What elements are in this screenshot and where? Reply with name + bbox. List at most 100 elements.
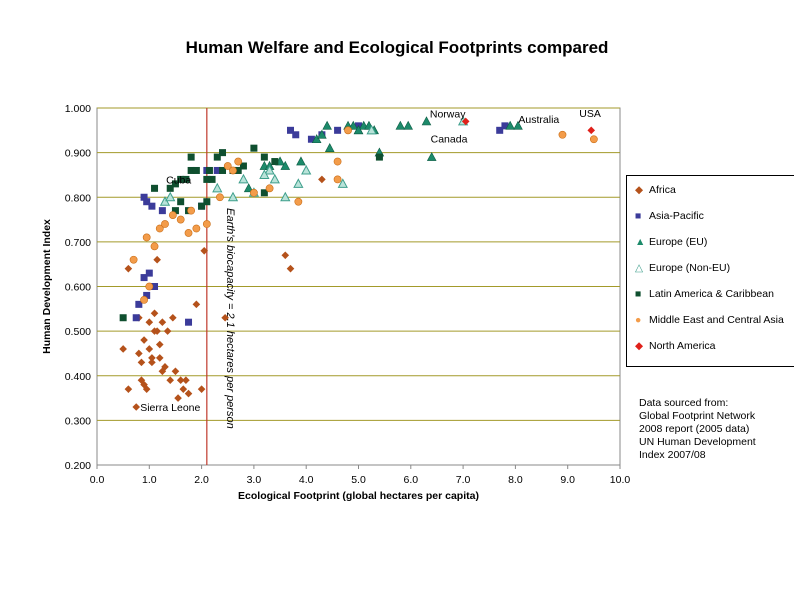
data-point-middle-east-and-central-asia <box>229 166 237 175</box>
source-line: Index 2007/08 <box>639 449 706 461</box>
data-point-europe-non-eu- <box>366 124 377 135</box>
data-point-africa <box>184 389 193 398</box>
data-point-africa <box>286 264 295 273</box>
legend-label: Latin America & Caribbean <box>649 288 774 300</box>
data-point-asia-pacific <box>334 126 342 134</box>
data-point-middle-east-and-central-asia <box>155 224 164 233</box>
data-point-asia-pacific <box>292 131 300 139</box>
data-point-middle-east-and-central-asia <box>168 211 177 219</box>
data-point-latin-america-caribbean <box>187 153 195 161</box>
y-tick-label: 0.700 <box>65 237 91 249</box>
annotation-label: Australia <box>518 114 559 126</box>
data-point-africa <box>153 327 161 335</box>
data-point-europe-eu- <box>353 125 364 135</box>
data-point-africa <box>182 376 190 385</box>
legend-marker-europe-eu: ▲ <box>635 236 646 248</box>
data-point-europe-eu- <box>324 143 335 152</box>
legend-marker-latin-america: ■ <box>635 288 642 300</box>
data-point-africa <box>145 345 154 353</box>
data-point-europe-eu- <box>243 183 254 193</box>
x-tick-label: 0.0 <box>90 474 105 486</box>
data-point-middle-east-and-central-asia <box>344 126 352 135</box>
data-point-asia-pacific <box>501 122 509 130</box>
data-point-africa <box>119 345 127 353</box>
data-point-europe-eu- <box>296 156 306 166</box>
data-point-africa <box>197 385 206 393</box>
data-point-middle-east-and-central-asia <box>192 224 201 233</box>
data-point-europe-non-eu- <box>301 164 312 175</box>
legend: ◆ Africa ■ Asia-Pacific ▲ Europe (EU) △ Euro… <box>626 175 794 367</box>
data-point-europe-eu- <box>403 120 413 130</box>
legend-item-europe-non-eu: △ Europe (Non-EU) <box>635 262 730 274</box>
annotation-label: Cuba <box>166 174 191 186</box>
data-point-latin-america-caribbean <box>203 198 211 206</box>
legend-marker-north-america: ◆ <box>635 340 644 352</box>
data-point-latin-america-caribbean <box>171 207 179 215</box>
data-point-africa <box>192 300 201 309</box>
legend-label: Asia-Pacific <box>649 210 704 222</box>
data-point-latin-america-caribbean <box>182 175 190 183</box>
data-point-north-america <box>587 126 596 135</box>
data-point-latin-america-caribbean <box>119 314 127 322</box>
data-point-latin-america-caribbean <box>187 166 195 174</box>
data-point-europe-eu- <box>311 134 322 144</box>
data-point-europe-non-eu- <box>165 191 176 202</box>
x-tick-label: 4.0 <box>299 474 314 486</box>
data-point-europe-eu- <box>421 116 432 126</box>
data-point-europe-non-eu- <box>337 178 348 188</box>
data-point-latin-america-caribbean <box>375 153 383 161</box>
legend-item-asia-pacific: ■ Asia-Pacific <box>635 210 704 222</box>
data-point-africa <box>179 385 188 393</box>
y-tick-label: 0.400 <box>65 371 91 383</box>
data-point-middle-east-and-central-asia <box>265 184 274 193</box>
data-point-middle-east-and-central-asia <box>150 242 159 251</box>
legend-marker-europe-non-eu: △ <box>635 262 644 274</box>
data-point-asia-pacific <box>140 193 148 201</box>
data-point-europe-eu- <box>317 129 327 139</box>
data-point-middle-east-and-central-asia <box>223 162 232 170</box>
data-point-africa <box>132 403 141 411</box>
legend-item-north-america: ◆ North America <box>635 340 716 352</box>
biocapacity-label: Earth's biocapacity = 2.1 hectares per p… <box>224 208 236 429</box>
source-line: UN Human Development <box>639 436 756 448</box>
data-point-africa <box>161 363 169 371</box>
data-point-europe-eu- <box>348 120 359 130</box>
data-point-latin-america-caribbean <box>177 198 185 206</box>
source-note: Data sourced from: Global Footprint Netw… <box>639 397 756 462</box>
x-tick-label: 1.0 <box>142 474 157 486</box>
data-point-europe-eu- <box>513 120 523 130</box>
data-point-africa <box>171 367 180 376</box>
data-point-africa <box>137 358 146 367</box>
data-point-africa <box>155 354 164 362</box>
annotation-label: Norway <box>430 108 466 120</box>
legend-item-latin-america: ■ Latin America & Caribbean <box>635 288 774 300</box>
data-point-africa <box>158 367 167 376</box>
data-point-africa <box>155 340 164 349</box>
data-point-asia-pacific <box>135 300 143 308</box>
data-point-europe-non-eu- <box>264 164 275 175</box>
data-point-asia-pacific <box>213 166 221 174</box>
data-point-latin-america-caribbean <box>166 184 174 192</box>
data-point-middle-east-and-central-asia <box>187 206 196 215</box>
data-point-latin-america-caribbean <box>260 189 268 197</box>
data-point-africa <box>148 358 156 367</box>
data-point-middle-east-and-central-asia <box>589 135 598 144</box>
legend-item-middle-east: ● Middle East and Central Asia <box>635 314 784 326</box>
data-point-europe-non-eu- <box>227 191 239 202</box>
chart-title: Human Welfare and Ecological Footprints … <box>185 38 609 57</box>
data-point-latin-america-caribbean <box>250 144 258 152</box>
y-tick-label: 0.800 <box>65 192 91 204</box>
data-point-africa <box>148 354 156 362</box>
y-tick-label: 0.500 <box>65 326 91 338</box>
data-point-middle-east-and-central-asia <box>202 220 211 228</box>
data-point-asia-pacific <box>143 198 151 206</box>
legend-marker-asia-pacific: ■ <box>635 210 642 222</box>
y-tick-label: 0.600 <box>65 282 91 294</box>
data-point-latin-america-caribbean <box>171 180 179 188</box>
data-point-africa <box>281 251 290 260</box>
data-point-latin-america-caribbean <box>271 158 279 166</box>
x-tick-label: 10.0 <box>610 474 631 486</box>
data-point-europe-non-eu- <box>259 169 270 179</box>
data-point-africa <box>169 313 177 322</box>
data-point-asia-pacific <box>140 274 148 282</box>
